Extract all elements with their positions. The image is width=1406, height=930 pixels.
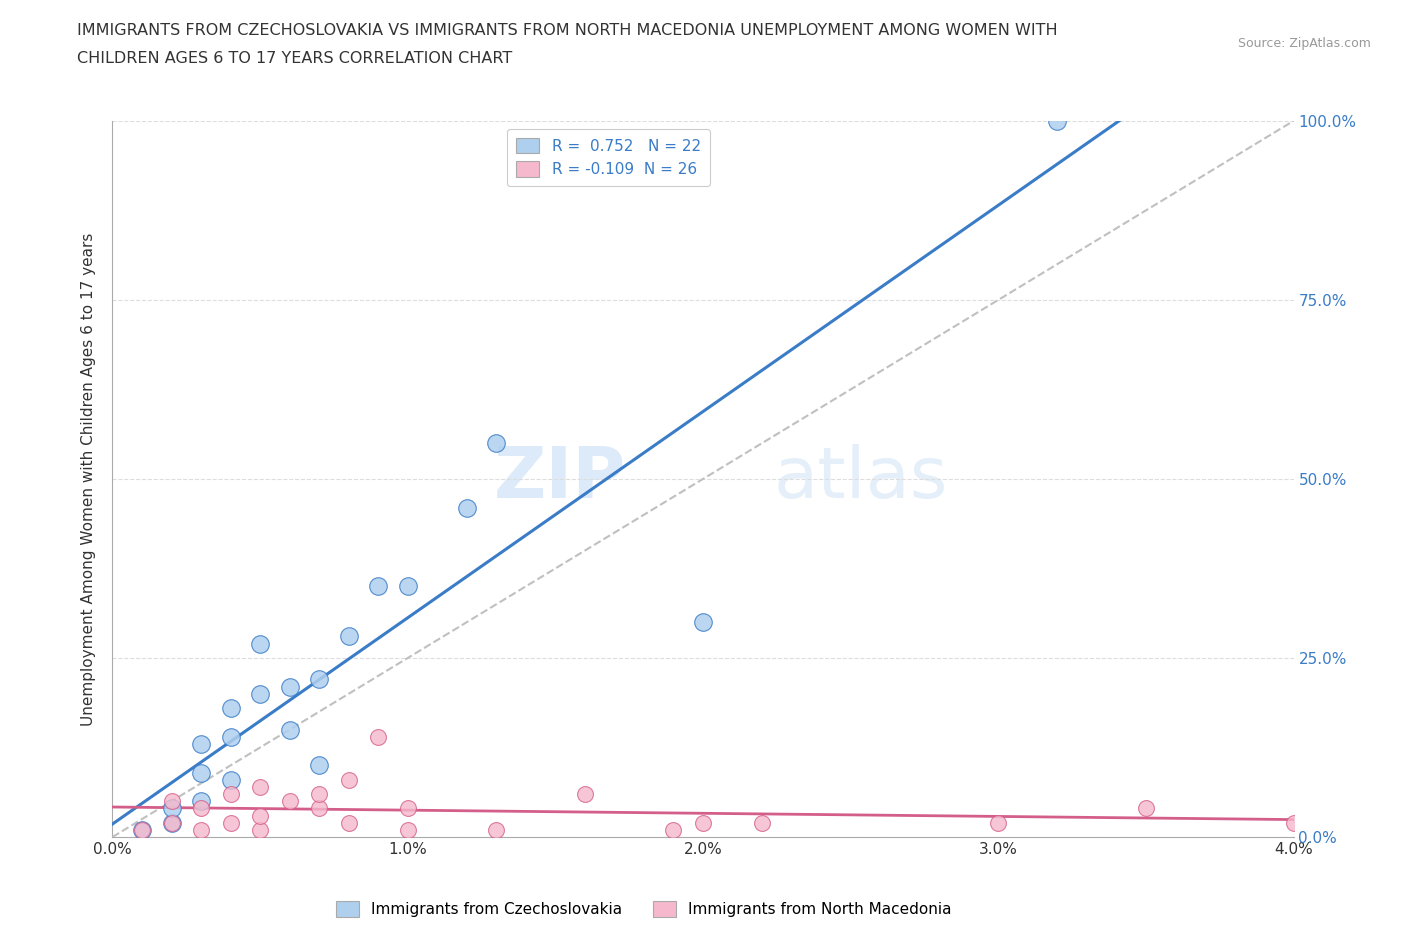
Y-axis label: Unemployment Among Women with Children Ages 6 to 17 years: Unemployment Among Women with Children A… xyxy=(80,232,96,725)
Point xyxy=(278,722,301,737)
Point xyxy=(987,816,1010,830)
Text: Source: ZipAtlas.com: Source: ZipAtlas.com xyxy=(1237,37,1371,50)
Point xyxy=(1046,113,1069,128)
Text: atlas: atlas xyxy=(773,445,948,513)
Point xyxy=(396,801,419,816)
Point xyxy=(190,801,212,816)
Point xyxy=(485,435,508,450)
Point xyxy=(662,822,685,837)
Point xyxy=(308,758,330,773)
Text: IMMIGRANTS FROM CZECHOSLOVAKIA VS IMMIGRANTS FROM NORTH MACEDONIA UNEMPLOYMENT A: IMMIGRANTS FROM CZECHOSLOVAKIA VS IMMIGR… xyxy=(77,23,1057,38)
Point xyxy=(574,787,596,802)
Point xyxy=(308,787,330,802)
Point xyxy=(692,816,714,830)
Point xyxy=(751,816,773,830)
Point xyxy=(1135,801,1157,816)
Point xyxy=(190,794,212,809)
Point xyxy=(337,629,360,644)
Point xyxy=(249,686,271,701)
Point xyxy=(249,636,271,651)
Point xyxy=(1282,816,1305,830)
Point xyxy=(485,822,508,837)
Point xyxy=(219,816,242,830)
Point xyxy=(219,729,242,744)
Point xyxy=(308,801,330,816)
Legend: Immigrants from Czechoslovakia, Immigrants from North Macedonia: Immigrants from Czechoslovakia, Immigran… xyxy=(330,895,957,923)
Point xyxy=(367,578,389,594)
Point xyxy=(190,765,212,780)
Point xyxy=(219,787,242,802)
Point xyxy=(131,822,153,837)
Point xyxy=(160,794,183,809)
Point xyxy=(278,679,301,694)
Point xyxy=(308,672,330,687)
Point xyxy=(190,737,212,751)
Text: ZIP: ZIP xyxy=(494,445,626,513)
Point xyxy=(396,578,419,594)
Point xyxy=(190,822,212,837)
Point xyxy=(219,772,242,787)
Point xyxy=(396,822,419,837)
Point xyxy=(219,700,242,715)
Point xyxy=(249,822,271,837)
Point xyxy=(456,500,478,515)
Point xyxy=(249,779,271,794)
Point xyxy=(692,615,714,630)
Point xyxy=(160,816,183,830)
Point xyxy=(160,801,183,816)
Point xyxy=(337,772,360,787)
Point xyxy=(367,729,389,744)
Point xyxy=(160,816,183,830)
Point xyxy=(131,822,153,837)
Point xyxy=(249,808,271,823)
Point xyxy=(278,794,301,809)
Point xyxy=(337,816,360,830)
Text: CHILDREN AGES 6 TO 17 YEARS CORRELATION CHART: CHILDREN AGES 6 TO 17 YEARS CORRELATION … xyxy=(77,51,513,66)
